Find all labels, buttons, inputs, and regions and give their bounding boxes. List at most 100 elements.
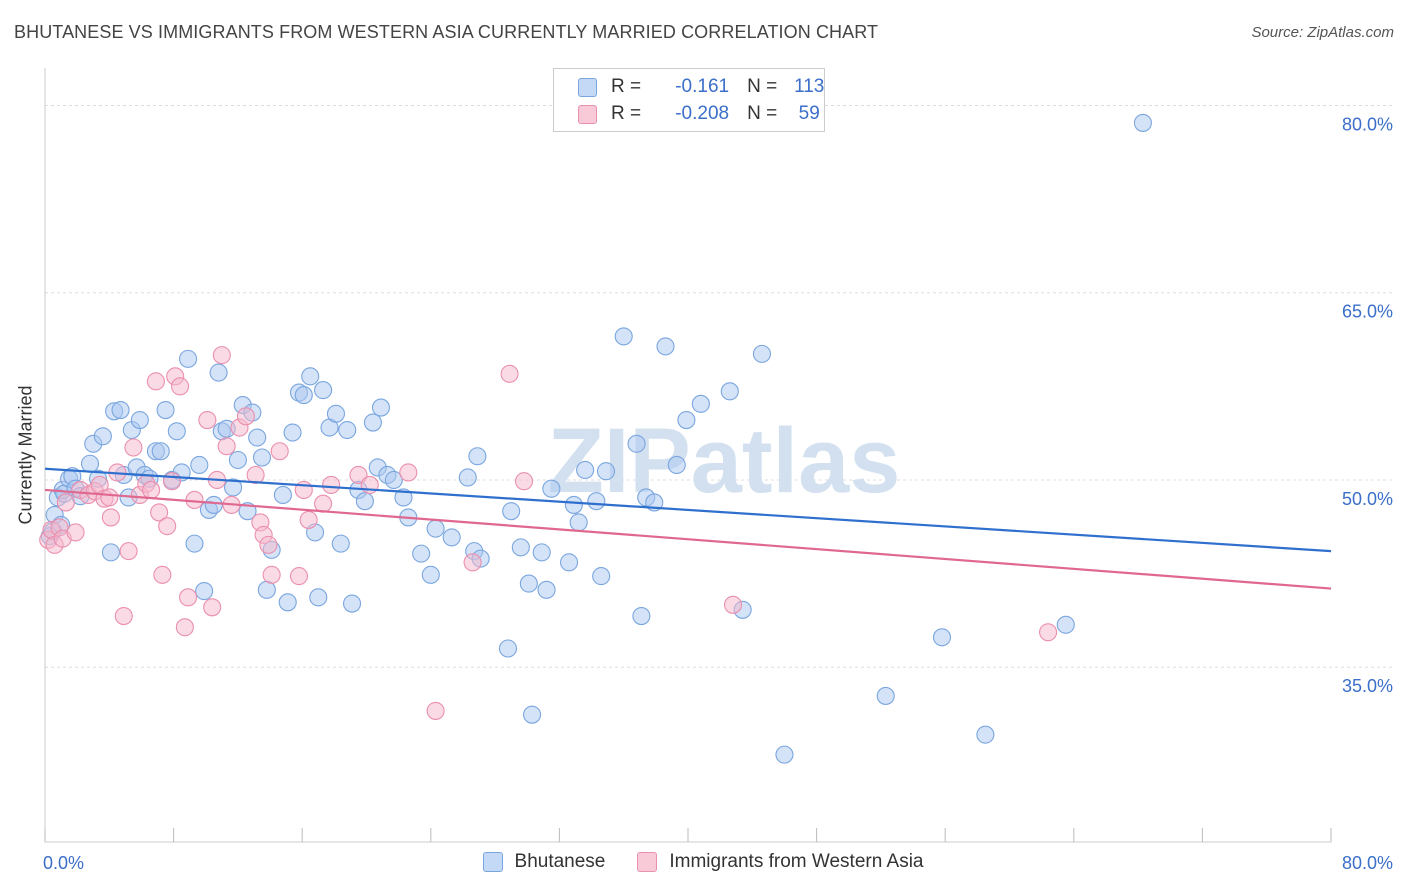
legend-row-bhutanese: R = -0.161 N = 113 <box>578 74 829 100</box>
n-value: 113 <box>794 76 825 97</box>
bhutanese-point <box>278 593 297 612</box>
western-asia-point <box>349 465 368 485</box>
bhutanese-point <box>257 580 276 599</box>
western-asia-point <box>175 618 194 637</box>
western-asia-point <box>270 442 289 461</box>
western-asia-point <box>426 701 445 720</box>
bhutanese-point <box>614 327 633 346</box>
bhutanese-point <box>667 455 686 475</box>
western-asia-point <box>66 523 85 542</box>
x-tick-label: 0.0% <box>43 853 84 873</box>
western-asia-point <box>124 438 143 457</box>
western-asia-point <box>399 463 418 482</box>
western-asia-point <box>150 503 169 522</box>
n-label: N = <box>747 103 778 124</box>
western-asia-point <box>146 372 165 391</box>
bhutanese-point <box>559 553 579 572</box>
western-asia-point <box>217 437 236 456</box>
r-value: -0.161 <box>675 76 730 97</box>
legend-item-western-asia: Immigrants from Western Asia <box>637 851 923 873</box>
axes <box>44 68 1332 843</box>
western-asia-point <box>246 465 265 485</box>
bhutanese-point <box>338 420 357 440</box>
western-asia-point <box>100 488 119 507</box>
bhutanese-point <box>190 455 209 475</box>
western-asia-point <box>101 508 120 527</box>
western-asia-point <box>1039 623 1058 642</box>
y-tick-label: 65.0% <box>1342 302 1393 322</box>
source-credit: Source: ZipAtlas.com <box>1251 24 1394 41</box>
bhutanese-point <box>656 337 675 356</box>
correlation-legend: R = -0.161 N = 113 R = -0.208 N = 59 <box>553 68 825 132</box>
bhutanese-point <box>151 442 170 461</box>
western-asia-point <box>119 542 138 561</box>
bhutanese-point <box>1133 113 1152 132</box>
bhutanese-point <box>932 628 952 647</box>
r-value: -0.208 <box>675 103 730 124</box>
bhutanese-point <box>301 367 320 386</box>
bhutanese-trend-line <box>44 467 1332 553</box>
r-label: R = <box>611 103 642 124</box>
bhutanese-point <box>976 725 995 744</box>
bhutanese-point <box>204 495 223 514</box>
y-axis-label: Currently Married <box>15 385 36 525</box>
data-points <box>39 113 1152 764</box>
western-asia-point <box>262 565 281 584</box>
bhutanese-point <box>532 543 551 562</box>
bhutanese-point <box>224 478 243 497</box>
bhutanese-point <box>101 543 120 562</box>
bhutanese-point <box>412 544 431 563</box>
western-asia-point <box>114 606 133 626</box>
western-asia-point <box>179 588 198 607</box>
western-asia-point <box>153 565 172 584</box>
bhutanese-point <box>627 434 646 453</box>
legend-label: Bhutanese <box>514 851 606 872</box>
western-asia-point <box>463 553 482 572</box>
bhutanese-point <box>283 423 302 442</box>
bhutanese-point <box>1056 615 1075 634</box>
western-asia-point <box>56 493 75 512</box>
pink-swatch <box>578 104 597 124</box>
chart-title: BHUTANESE VS IMMIGRANTS FROM WESTERN ASI… <box>14 22 879 42</box>
bhutanese-point <box>209 363 228 382</box>
bhutanese-point <box>294 386 313 405</box>
western-asia-point <box>170 377 190 396</box>
bhutanese-point <box>273 485 292 504</box>
western-asia-trend-line <box>44 488 1332 590</box>
western-asia-point <box>299 510 318 529</box>
bhutanese-point <box>677 410 696 430</box>
bhutanese-point <box>468 447 487 466</box>
bhutanese-point <box>394 488 413 507</box>
pink-swatch <box>637 852 658 872</box>
bhutanese-point <box>371 398 391 417</box>
bhutanese-point <box>156 401 175 420</box>
bhutanese-point <box>179 349 198 368</box>
bhutanese-point <box>587 492 606 511</box>
bhutanese-point <box>576 460 595 480</box>
western-asia-point <box>723 595 743 614</box>
bhutanese-point <box>185 534 204 553</box>
bhutanese-point <box>519 574 538 593</box>
bhutanese-point <box>248 428 267 447</box>
western-asia-point <box>322 475 341 495</box>
bhutanese-point <box>421 565 440 584</box>
bhutanese-point <box>569 513 588 532</box>
bhutanese-point <box>326 404 346 423</box>
series-legend: Bhutanese Immigrants from Western Asia <box>0 851 1406 873</box>
bhutanese-point <box>309 588 328 607</box>
western-asia-point <box>158 517 177 536</box>
bhutanese-point <box>363 413 382 432</box>
bhutanese-point <box>511 538 530 557</box>
bhutanese-point <box>458 468 477 487</box>
western-asia-point <box>236 407 255 426</box>
western-asia-point <box>203 598 222 617</box>
gridlines <box>45 104 1394 668</box>
western-asia-point <box>259 535 278 554</box>
legend-row-western-asia: R = -0.208 N = 59 <box>578 101 829 127</box>
bhutanese-point <box>876 686 895 705</box>
bhutanese-point <box>442 528 461 547</box>
bhutanese-point <box>775 745 794 764</box>
legend-label: Immigrants from Western Asia <box>669 851 924 872</box>
n-label: N = <box>747 76 778 97</box>
x-tick-label: 80.0% <box>1342 853 1393 873</box>
